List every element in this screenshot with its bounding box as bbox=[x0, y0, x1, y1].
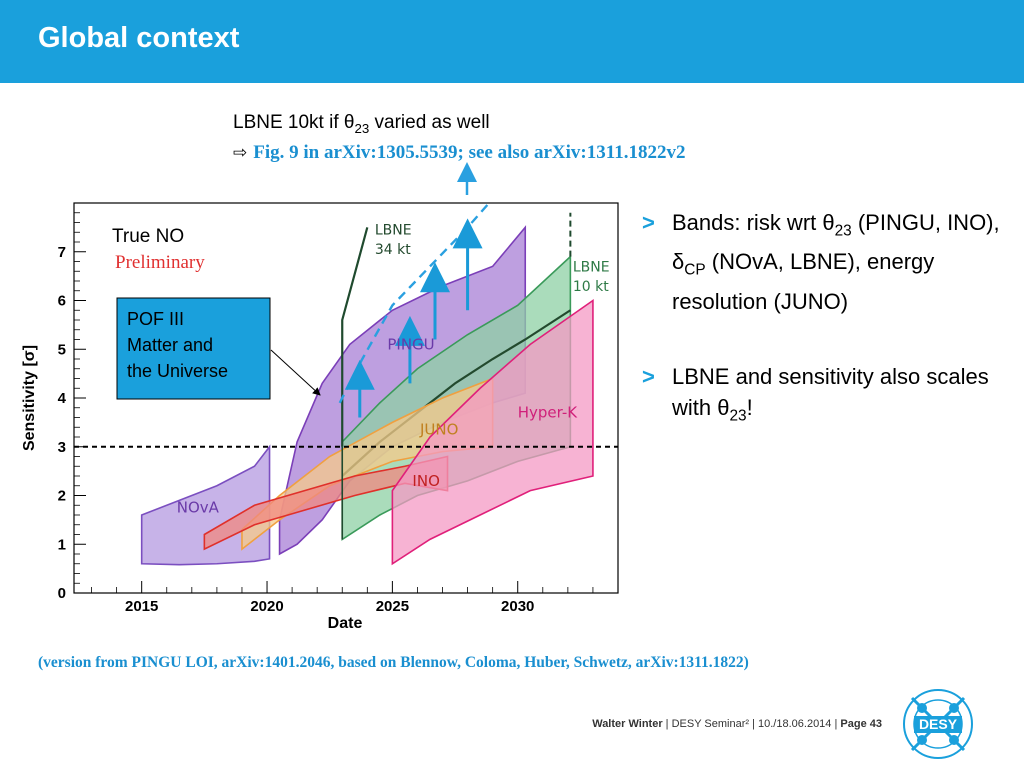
y-tick-label: 5 bbox=[58, 341, 66, 358]
callout-pointer bbox=[270, 349, 321, 396]
callout-line: POF III bbox=[127, 309, 184, 329]
series-label-nova: NOvA bbox=[177, 499, 220, 517]
band-hyper-k bbox=[391, 298, 594, 566]
slide-header bbox=[0, 0, 1024, 83]
footer-date: 10./18.06.2014 bbox=[758, 718, 832, 730]
lbne-34kt-label-line1: LBNE bbox=[375, 223, 412, 239]
y-tick-label: 0 bbox=[58, 585, 66, 602]
callout-line: Matter and bbox=[127, 335, 213, 355]
note-arxiv-reference: ⇨ Fig. 9 in arXiv:1305.5539; see also arX… bbox=[233, 142, 685, 164]
line-lbne-34-kt bbox=[341, 227, 369, 447]
y-axis-label: Sensitivity [σ] bbox=[21, 345, 38, 451]
lbne-34kt-label-line2: 34 kt bbox=[375, 242, 411, 258]
lbne-10kt-label-line1: LBNE bbox=[573, 259, 610, 275]
bullet-marker: > bbox=[642, 210, 655, 235]
y-tick-label: 2 bbox=[58, 488, 66, 505]
series-label-pingu: PINGU bbox=[387, 335, 434, 353]
bullet-lbne-scaling-text: LBNE and sensitivity also scales with θ2… bbox=[672, 364, 989, 425]
note-arxiv-text: Fig. 9 in arXiv:1305.5539; see also arXi… bbox=[253, 142, 686, 163]
x-tick-label: 2025 bbox=[376, 598, 409, 615]
series-label-juno: JUNO bbox=[419, 421, 458, 439]
note-lbne-theta23: LBNE 10kt if θ23 varied as well bbox=[233, 112, 490, 136]
y-tick-label: 6 bbox=[58, 293, 66, 310]
chart-annotation-preliminary: Preliminary bbox=[115, 252, 205, 273]
footer-author: Walter Winter bbox=[592, 718, 663, 730]
bullet-bands-text: Bands: risk wrt θ23 (PINGU, INO), δCP (N… bbox=[672, 210, 1000, 314]
right-arrow-icon: ⇨ bbox=[233, 143, 248, 163]
slide-footer: Walter Winter | DESY Seminar² | 10./18.0… bbox=[592, 718, 882, 730]
x-axis-label: Date bbox=[328, 615, 363, 632]
bullet-bands: > Bands: risk wrt θ23 (PINGU, INO), δCP … bbox=[642, 207, 1012, 317]
lbne-10kt-label-line2: 10 kt bbox=[573, 279, 609, 295]
slide-title: Global context bbox=[38, 22, 240, 54]
y-tick-label: 3 bbox=[58, 439, 66, 456]
chart-annotation-true-no: True NO bbox=[112, 226, 184, 247]
x-tick-label: 2020 bbox=[250, 598, 283, 615]
series-label-ino: INO bbox=[412, 472, 439, 490]
bullet-marker: > bbox=[642, 364, 655, 389]
band-nova bbox=[140, 444, 271, 566]
footer-page: Page 43 bbox=[840, 718, 882, 730]
x-tick-label: 2015 bbox=[125, 598, 158, 615]
callout-line: the Universe bbox=[127, 361, 228, 381]
footer-event: DESY Seminar² bbox=[671, 718, 750, 730]
y-tick-label: 7 bbox=[58, 244, 66, 261]
callout-text: POF III Matter and the Universe bbox=[127, 309, 228, 381]
bullet-lbne-scaling: > LBNE and sensitivity also scales with … bbox=[642, 361, 1012, 431]
callout-box: POF III Matter and the Universe bbox=[116, 297, 271, 400]
y-tick-label: 4 bbox=[58, 390, 67, 407]
logo-text: DESY bbox=[919, 716, 958, 732]
y-tick-label: 1 bbox=[58, 536, 66, 553]
reference-citation: (version from PINGU LOI, arXiv:1401.2046… bbox=[38, 654, 749, 671]
x-tick-label: 2030 bbox=[501, 598, 534, 615]
series-label-hyper-k: Hyper-K bbox=[518, 404, 579, 422]
desy-logo: DESY bbox=[903, 689, 973, 759]
